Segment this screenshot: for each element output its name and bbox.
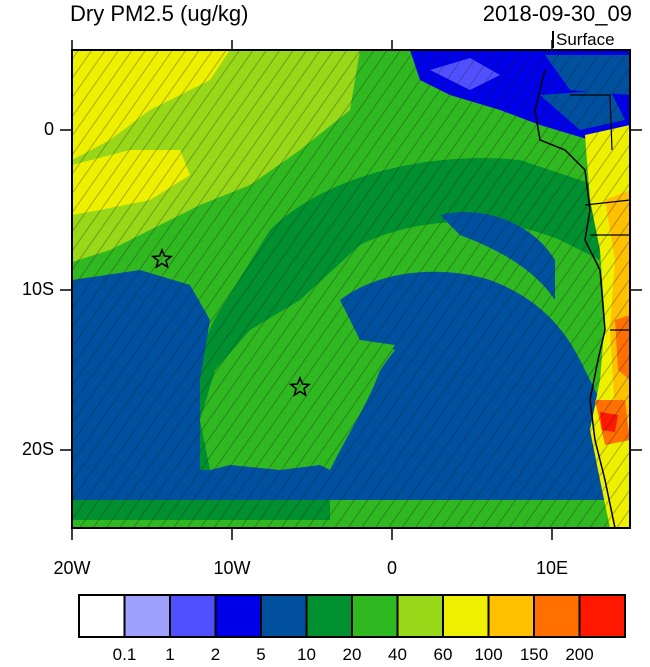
star-marker (150, 247, 174, 269)
colorbar-swatch (533, 594, 581, 638)
colorbar-swatch (487, 594, 535, 638)
lon-label-20w: 20W (53, 558, 91, 578)
lat-label-20s: 20S (21, 439, 54, 459)
colorbar-label: 20 (342, 645, 362, 664)
colorbar-label: 5 (256, 645, 266, 664)
level-tick (552, 31, 554, 48)
lon-label-10w: 10W (213, 558, 251, 578)
colorbar-label: 150 (519, 645, 549, 664)
colorbar-label: 1 (165, 645, 175, 664)
colorbar-label: 10 (297, 645, 316, 664)
map-title: Dry PM2.5 (ug/kg) (70, 1, 249, 26)
star-marker (288, 375, 312, 397)
colorbar-label: 60 (433, 645, 453, 664)
colorbar-label: 2 (210, 645, 221, 664)
colorbar-swatch (351, 594, 399, 638)
colorbar-swatch (442, 594, 490, 638)
colorbar-swatch (305, 594, 353, 638)
lat-label-0: 0 (43, 119, 54, 139)
colorbar-label: 0.1 (112, 645, 137, 664)
level-label: Surface (556, 30, 615, 49)
map-fill (72, 50, 630, 528)
colorbar-label: 40 (388, 645, 407, 664)
map-timestamp: 2018-09-30_09 (482, 1, 632, 26)
colorbar-swatch (123, 594, 171, 638)
axis-ticks (60, 40, 642, 540)
colorbar-swatch (260, 594, 308, 638)
colorbar-swatch (78, 594, 126, 638)
lon-label-0: 0 (386, 558, 397, 578)
colorbar-swatch (169, 594, 217, 638)
colorbar-label: 200 (565, 645, 594, 664)
colorbar-swatch (578, 594, 626, 638)
colorbar (78, 594, 626, 638)
colorbar-swatch (396, 594, 444, 638)
map-frame (71, 49, 631, 529)
colorbar-swatch (214, 594, 262, 638)
lon-label-10e: 10E (535, 558, 569, 578)
lat-label-10s: 10S (21, 279, 54, 299)
colorbar-label: 100 (474, 645, 503, 664)
